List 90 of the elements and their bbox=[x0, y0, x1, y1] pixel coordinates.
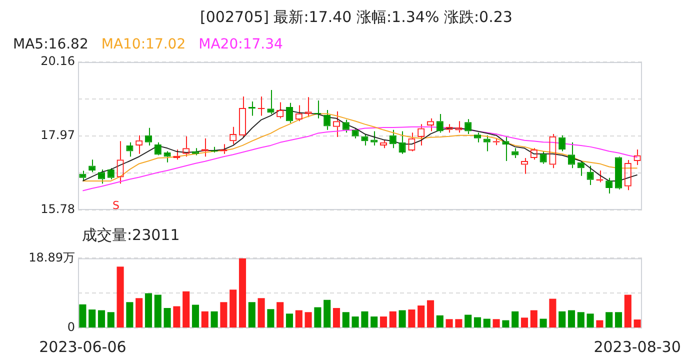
bar bbox=[258, 298, 265, 328]
candlestick bbox=[286, 102, 294, 124]
bar bbox=[126, 302, 134, 328]
bar bbox=[474, 317, 482, 328]
bar bbox=[79, 304, 86, 328]
bar bbox=[436, 315, 444, 328]
bar bbox=[606, 312, 613, 328]
candlestick bbox=[267, 90, 274, 115]
bar bbox=[492, 319, 500, 328]
y-tick-label: 17.97 bbox=[40, 128, 75, 142]
bar bbox=[314, 307, 322, 328]
y-tick-label: 15.78 bbox=[40, 202, 75, 216]
bar bbox=[370, 316, 378, 328]
candlestick bbox=[474, 132, 482, 143]
bar bbox=[389, 311, 396, 328]
candlestick bbox=[192, 148, 200, 156]
bar bbox=[568, 310, 576, 328]
text: MA10:17.02 bbox=[101, 36, 186, 53]
bar bbox=[210, 311, 218, 328]
bar bbox=[98, 310, 106, 328]
bar bbox=[455, 319, 462, 328]
candlestick bbox=[126, 142, 134, 158]
bar bbox=[324, 300, 331, 328]
bar bbox=[154, 294, 162, 328]
bar bbox=[144, 293, 152, 328]
bar bbox=[267, 309, 274, 328]
bar bbox=[276, 302, 284, 328]
bar bbox=[230, 290, 237, 328]
bar bbox=[286, 314, 294, 328]
bar bbox=[116, 266, 124, 328]
candlestick bbox=[483, 134, 490, 152]
bar bbox=[238, 258, 246, 328]
candlestick bbox=[577, 160, 584, 176]
candlestick bbox=[558, 134, 566, 152]
bar bbox=[332, 308, 340, 328]
bar bbox=[107, 312, 114, 328]
bar bbox=[483, 318, 490, 328]
bar bbox=[304, 312, 312, 328]
candlestick bbox=[614, 157, 622, 190]
bar bbox=[558, 311, 566, 328]
bar bbox=[530, 310, 538, 328]
bar bbox=[634, 320, 641, 328]
bar bbox=[248, 302, 256, 328]
bar bbox=[549, 298, 556, 328]
candlestick bbox=[361, 133, 368, 146]
y-tick-label: 20.16 bbox=[40, 54, 75, 68]
candlestick bbox=[370, 130, 378, 146]
bar bbox=[596, 320, 604, 328]
bar bbox=[426, 300, 434, 328]
bar bbox=[342, 312, 350, 328]
candlestick bbox=[512, 148, 519, 158]
candlestick bbox=[502, 136, 510, 162]
chart-title: [002705] 最新:17.40 涨幅:1.34% 涨跌:0.23 bbox=[199, 7, 514, 28]
bar bbox=[418, 305, 425, 328]
bar bbox=[624, 294, 632, 328]
bar bbox=[295, 310, 302, 328]
bar bbox=[136, 298, 143, 328]
bar bbox=[88, 310, 96, 328]
bar bbox=[464, 314, 472, 328]
bar bbox=[173, 306, 180, 328]
annotation: S bbox=[112, 198, 120, 212]
bar bbox=[512, 311, 519, 328]
candlestick bbox=[314, 100, 322, 119]
bar bbox=[540, 318, 547, 328]
bar bbox=[502, 320, 510, 328]
bar bbox=[614, 312, 622, 328]
bar bbox=[380, 316, 388, 328]
y-tick-label: 18.89万 bbox=[28, 250, 75, 264]
bar bbox=[192, 304, 200, 328]
bar bbox=[446, 319, 453, 328]
x-tick-label: 2023-06-06 bbox=[39, 338, 126, 356]
bar bbox=[577, 312, 584, 328]
chart-title: 成交量:23011 bbox=[81, 225, 181, 246]
candlestick bbox=[258, 96, 265, 116]
bar bbox=[408, 310, 416, 328]
x-tick-label: 2023-08-30 bbox=[594, 338, 681, 356]
bar bbox=[220, 302, 228, 328]
text: MA5:16.82 bbox=[13, 36, 88, 53]
bar bbox=[164, 308, 171, 328]
candlestick bbox=[88, 159, 96, 173]
bar bbox=[520, 318, 528, 328]
bar bbox=[361, 311, 368, 328]
text: MA20:17.34 bbox=[198, 36, 283, 53]
bar bbox=[201, 311, 208, 328]
y-tick-label: 0 bbox=[67, 320, 75, 334]
bar bbox=[586, 314, 594, 328]
candlestick bbox=[164, 150, 171, 163]
bar bbox=[182, 291, 190, 328]
bar bbox=[398, 310, 406, 328]
bar bbox=[352, 316, 359, 328]
